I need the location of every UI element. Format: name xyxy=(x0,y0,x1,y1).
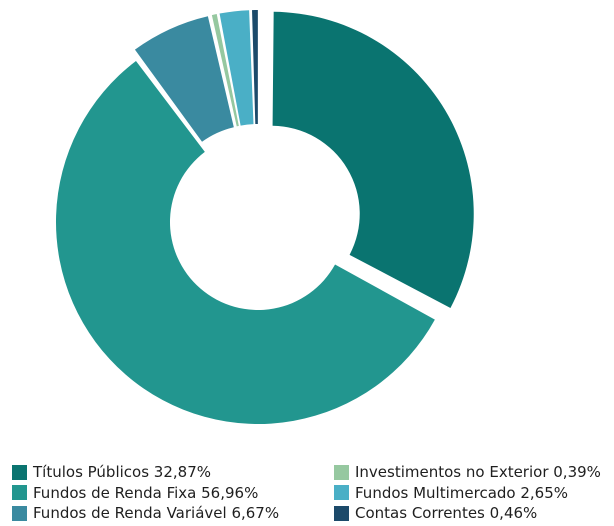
legend-item-1: Fundos de Renda Fixa 56,96% xyxy=(12,483,334,504)
legend-label: Títulos Públicos 32,87% xyxy=(33,463,211,482)
legend-item-5: Contas Correntes 0,46% xyxy=(334,503,612,524)
legend-label: Fundos de Renda Variável 6,67% xyxy=(33,504,280,523)
legend-item-0: Títulos Públicos 32,87% xyxy=(12,462,334,483)
legend-swatch xyxy=(12,485,27,501)
legend-swatch xyxy=(334,464,349,480)
donut-chart xyxy=(55,10,474,425)
slice-4 xyxy=(219,10,254,126)
legend-label: Investimentos no Exterior 0,39% xyxy=(355,463,601,482)
legend-label: Fundos Multimercado 2,65% xyxy=(355,483,569,502)
legend-swatch xyxy=(334,505,349,521)
legend-label: Contas Correntes 0,46% xyxy=(355,504,538,523)
slice-0 xyxy=(272,11,474,308)
legend-swatch xyxy=(12,505,27,521)
slice-2 xyxy=(134,16,234,142)
legend-swatch xyxy=(12,464,27,480)
legend-swatch xyxy=(334,485,349,501)
slice-3 xyxy=(211,14,239,127)
legend: Títulos Públicos 32,87% Fundos de Renda F… xyxy=(12,462,612,526)
slice-5 xyxy=(252,10,258,125)
legend-item-2: Fundos de Renda Variável 6,67% xyxy=(12,503,334,524)
legend-item-3: Investimentos no Exterior 0,39% xyxy=(334,462,612,483)
legend-label: Fundos de Renda Fixa 56,96% xyxy=(33,483,259,502)
legend-item-4: Fundos Multimercado 2,65% xyxy=(334,483,612,504)
slice-1 xyxy=(55,61,435,425)
